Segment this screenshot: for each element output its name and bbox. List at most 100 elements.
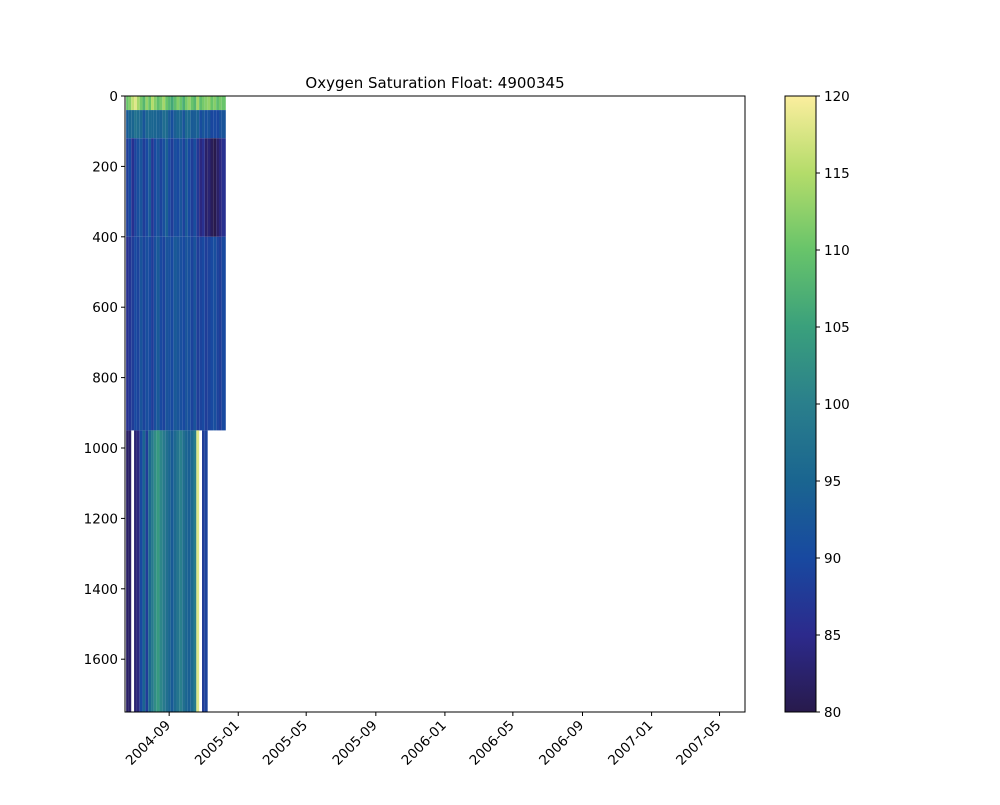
heatmap-cell [134,236,137,431]
y-tick-label: 600 [92,300,118,316]
heatmap-cell [148,430,152,712]
heatmap-cell [204,138,208,237]
heatmap-cell [153,110,157,139]
heatmap-cell [168,96,171,111]
heatmap-cell [128,96,132,111]
heatmap-cell [170,236,174,431]
heatmap-cell [165,430,169,712]
heatmap-cell [207,96,211,111]
heatmap-cell [153,138,157,237]
heatmap-cell [165,138,169,237]
colorbar-gradient [784,95,817,713]
heatmap-cell [187,110,191,139]
x-tick-label: 2006-05 [466,718,517,769]
heatmap-cell [162,96,166,111]
heatmap-cell [145,96,149,111]
heatmap-cell [221,110,226,139]
heatmap-cell [170,96,174,111]
heatmap-cell [204,110,208,139]
heatmap-cell [139,96,143,111]
heatmap-cell [139,236,143,431]
heatmap-cell [131,138,135,237]
heatmap-cell [176,110,180,139]
heatmap-cell [126,236,129,431]
heatmap-cell [156,138,160,237]
colorbar: 80 85 90 95 100 105 110 115 120 [784,89,850,721]
heatmap-cell [145,430,149,712]
heatmap-cell [156,96,160,111]
heatmap-cell [134,96,137,111]
heatmap-cell [190,138,194,237]
heatmap-cell [168,138,171,237]
heatmap-cell [126,110,129,139]
x-axis: 2004-09 2005-01 2005-05 2005-09 2006-01 2006-… [123,712,724,769]
heatmap-cell [151,138,154,237]
y-tick-label: 200 [92,159,118,175]
heatmap-cell [202,138,205,237]
heatmap-cell [182,110,186,139]
colorbar-tick-label: 90 [824,551,841,567]
heatmap-cell [204,236,208,431]
heatmap-cell [187,138,191,237]
heatmap-cell [221,96,226,111]
heatmap-cell [156,236,160,431]
heatmap-cell [136,236,140,431]
heatmap-cell [210,110,214,139]
heatmap-cell [218,110,222,139]
colorbar-tick-label: 100 [824,397,850,413]
heatmap-cell [126,96,129,111]
heatmap-cell [199,138,203,237]
heatmap-cell [176,430,180,712]
heatmap-cell [207,236,211,431]
heatmap-cell [173,138,177,237]
heatmap-cell [190,430,194,712]
chart-title: Oxygen Saturation Float: 4900345 [305,74,564,92]
heatmap-cell [193,96,197,111]
heatmap-cell [142,138,146,237]
heatmap-cell [159,430,163,712]
heatmap-cell [168,430,171,712]
heatmap-cell [134,138,137,237]
heatmap-cell [202,430,205,712]
x-tick-label: 2005-05 [260,718,311,769]
heatmap-cell [134,430,137,712]
heatmap-cell [202,236,205,431]
heatmap-cell [179,96,183,111]
heatmap-cell [128,430,132,712]
heatmap-cell [148,96,152,111]
heatmap-cell [196,110,200,139]
heatmap-cell [162,236,166,431]
heatmap-cell [179,236,183,431]
heatmap-cell [173,430,177,712]
heatmap-cells [126,96,226,712]
heatmap-cell [179,138,183,237]
heatmap-cell [218,96,222,111]
heatmap-cell [162,430,166,712]
x-tick-label: 2004-09 [123,718,174,769]
colorbar-tick-label: 105 [824,320,850,336]
heatmap-cell [170,138,174,237]
heatmap-cell [196,236,200,431]
heatmap-cell [196,96,200,111]
heatmap-cell [213,138,217,237]
heatmap-cell [218,236,222,431]
heatmap-cell [142,96,146,111]
heatmap-cell [199,110,203,139]
heatmap-cell [162,138,166,237]
heatmap-cell [176,138,180,237]
heatmap-cell [187,430,191,712]
x-tick-label: 2005-01 [192,718,243,769]
heatmap-cell [131,110,135,139]
heatmap-cell [216,96,219,111]
heatmap-cell [221,138,226,237]
heatmap-cell [179,110,183,139]
heatmap-cell [139,138,143,237]
heatmap-cell [131,96,135,111]
heatmap-cell [185,430,188,712]
heatmap-cell [207,110,211,139]
heatmap-cell [165,110,169,139]
heatmap-cell [204,430,208,712]
heatmap-cell [136,110,140,139]
y-tick-label: 1600 [84,652,118,668]
heatmap-cell [148,138,152,237]
